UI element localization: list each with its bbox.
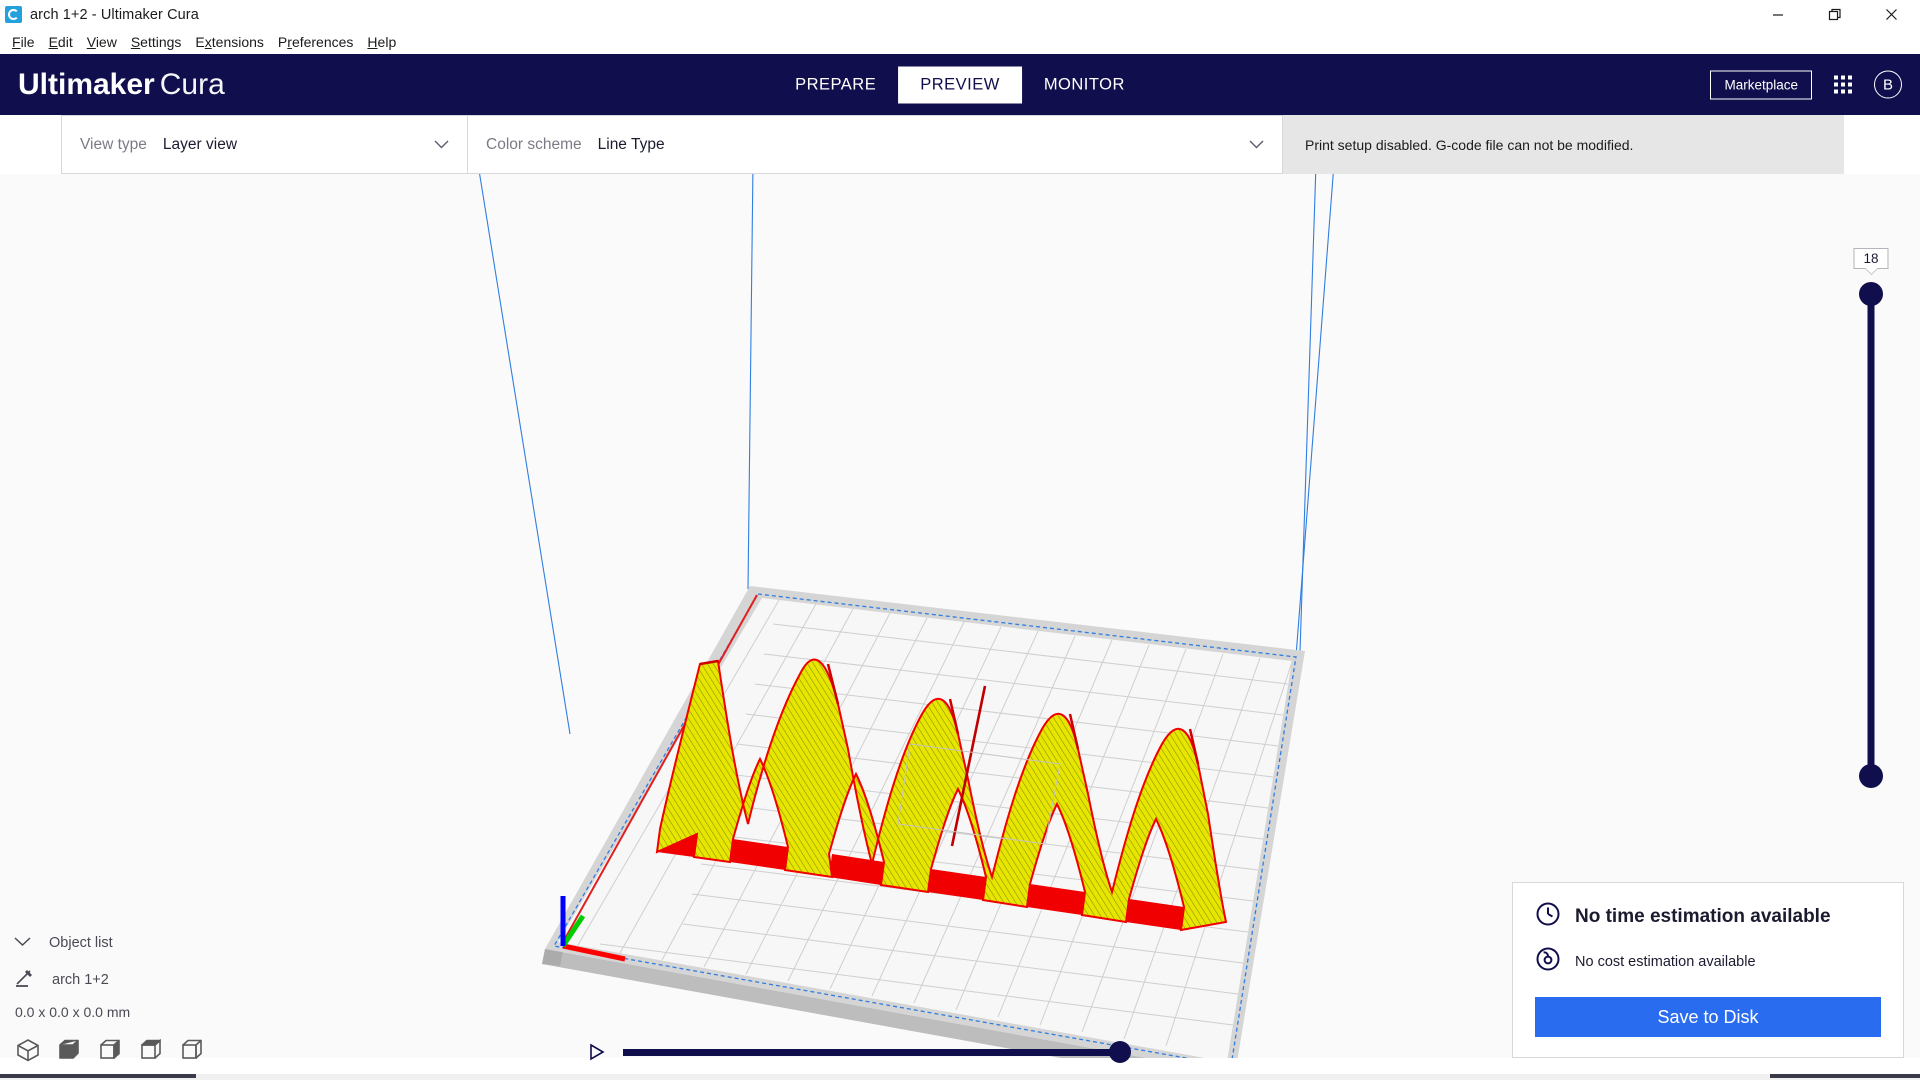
- marketplace-button[interactable]: Marketplace: [1710, 70, 1812, 99]
- layer-slider-track[interactable]: [1867, 290, 1875, 776]
- view-type-selector[interactable]: View type Layer view: [61, 115, 468, 174]
- layer-slider-lower-handle[interactable]: [1859, 764, 1883, 788]
- layer-slider[interactable]: 18: [1848, 248, 1894, 788]
- scrollbar-thumb-right[interactable]: [1770, 1074, 1920, 1078]
- menu-preferences[interactable]: Preferences: [277, 33, 354, 50]
- object-list-header[interactable]: Object list: [14, 930, 334, 956]
- menu-extensions[interactable]: Extensions: [195, 33, 264, 50]
- axis-x: [562, 943, 626, 962]
- filament-spool-icon: [1535, 946, 1561, 977]
- path-slider[interactable]: [585, 1037, 1131, 1067]
- cost-estimate-row: No cost estimation available: [1535, 946, 1881, 977]
- app-header: Ultimaker Cura PREPARE PREVIEW MONITOR Ma…: [0, 54, 1920, 115]
- menu-bar: File Edit View Settings Extensions Prefe…: [0, 29, 1920, 54]
- model-spike-walls: [699, 659, 1200, 765]
- avatar-initial: B: [1882, 76, 1893, 93]
- origin-axis-indicator: [560, 896, 626, 962]
- view-front-icon[interactable]: [56, 1037, 82, 1063]
- minimize-button[interactable]: [1749, 0, 1806, 29]
- mesh-edit-icon: [14, 968, 34, 993]
- view-type-label: View type: [80, 135, 147, 153]
- camera-view-buttons: [15, 1037, 334, 1063]
- menu-edit[interactable]: Edit: [48, 33, 73, 50]
- tab-preview[interactable]: PREVIEW: [898, 66, 1022, 103]
- header-actions: Marketplace B: [1710, 70, 1902, 99]
- view-left-icon[interactable]: [97, 1037, 123, 1063]
- print-setup-disabled-message: Print setup disabled. G-code file can no…: [1283, 115, 1844, 174]
- cura-logo-icon: [5, 6, 22, 23]
- chevron-down-icon[interactable]: [14, 934, 31, 952]
- object-dimensions: 0.0 x 0.0 x 0.0 mm: [15, 1004, 131, 1020]
- menu-view[interactable]: View: [86, 33, 117, 50]
- layer-slider-upper-handle[interactable]: [1859, 282, 1883, 306]
- maximize-button[interactable]: [1806, 0, 1863, 29]
- build-plate-viewport[interactable]: [0, 174, 1920, 1058]
- window-controls: [1749, 0, 1920, 29]
- brand-ultimaker: Ultimaker: [18, 67, 155, 101]
- bottom-scrollbar[interactable]: [0, 1074, 1920, 1080]
- play-icon[interactable]: [585, 1041, 607, 1063]
- object-name: arch 1+2: [52, 972, 109, 988]
- layer-slider-tooltip: 18: [1853, 248, 1889, 269]
- brand-logo: Ultimaker Cura: [18, 68, 225, 102]
- print-estimate-panel: No time estimation available No cost est…: [1512, 882, 1904, 1058]
- plate-edge-marker: [561, 594, 758, 945]
- menu-help[interactable]: Help: [367, 33, 397, 50]
- color-scheme-value: Line Type: [597, 135, 665, 153]
- path-slider-track[interactable]: [623, 1041, 1131, 1063]
- build-volume-outline: [552, 593, 1297, 1058]
- scrollbar-thumb-left[interactable]: [0, 1074, 196, 1078]
- view-top-icon[interactable]: [138, 1037, 164, 1063]
- menu-settings[interactable]: Settings: [130, 33, 182, 50]
- tab-prepare[interactable]: PREPARE: [795, 75, 877, 93]
- color-scheme-label: Color scheme: [486, 135, 582, 153]
- scene-3d: [479, 174, 1334, 1058]
- model-infill-body: [655, 658, 1228, 932]
- print-setup-disabled-text: Print setup disabled. G-code file can no…: [1305, 136, 1634, 153]
- chevron-down-icon: [434, 136, 449, 154]
- time-estimate-text: No time estimation available: [1575, 905, 1831, 927]
- axis-y: [560, 914, 586, 948]
- view-3d-icon[interactable]: [15, 1037, 41, 1063]
- list-item[interactable]: arch 1+2: [14, 965, 334, 995]
- view-right-icon[interactable]: [179, 1037, 205, 1063]
- build-volume-edges: [479, 174, 1334, 735]
- sliced-model: [655, 658, 1228, 932]
- object-list-title: Object list: [49, 935, 113, 951]
- model-ghost-outline: [897, 743, 1061, 845]
- preview-toolbar: View type Layer view Color scheme Line T…: [0, 115, 1920, 174]
- window-title: arch 1+2 - Ultimaker Cura: [30, 6, 199, 23]
- time-estimate-row: No time estimation available: [1535, 901, 1881, 932]
- chevron-down-icon: [1249, 136, 1264, 154]
- clock-icon: [1535, 901, 1561, 932]
- color-scheme-selector[interactable]: Color scheme Line Type: [468, 115, 1283, 174]
- model-seam-line: [950, 685, 987, 847]
- title-bar: arch 1+2 - Ultimaker Cura: [0, 0, 1920, 29]
- menu-file[interactable]: File: [12, 33, 35, 50]
- object-list-panel: Object list arch 1+2 0.0 x 0.0 x 0.0 mm: [14, 930, 334, 1063]
- view-type-value: Layer view: [162, 135, 238, 153]
- stage-tabs: PREPARE PREVIEW MONITOR: [773, 66, 1147, 103]
- grid-apps-icon[interactable]: [1834, 75, 1852, 94]
- path-slider-handle[interactable]: [1109, 1041, 1131, 1063]
- close-button[interactable]: [1863, 0, 1920, 29]
- cost-estimate-text: No cost estimation available: [1575, 953, 1756, 970]
- avatar[interactable]: B: [1874, 70, 1902, 99]
- brand-cura: Cura: [159, 67, 225, 101]
- tab-monitor[interactable]: MONITOR: [1043, 75, 1125, 93]
- save-to-disk-button[interactable]: Save to Disk: [1535, 997, 1881, 1037]
